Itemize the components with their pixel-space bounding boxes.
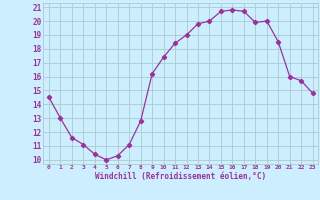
X-axis label: Windchill (Refroidissement éolien,°C): Windchill (Refroidissement éolien,°C) xyxy=(95,172,266,181)
